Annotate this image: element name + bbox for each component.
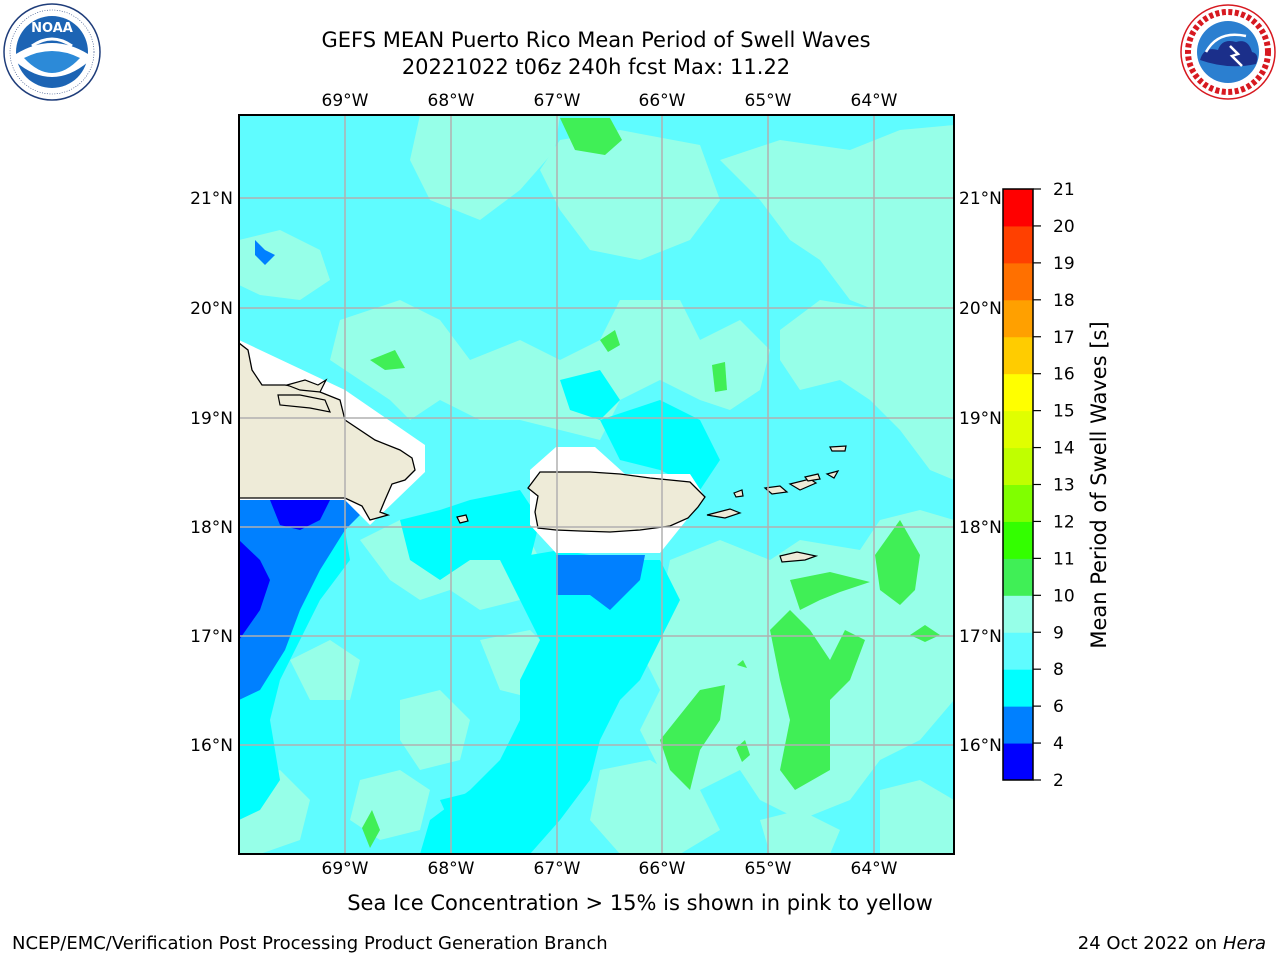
lon-label-bottom: 64°W bbox=[851, 859, 898, 879]
map-area[interactable] bbox=[239, 115, 954, 854]
lon-label-top: 65°W bbox=[745, 91, 792, 111]
generation-date: 24 Oct 2022 on Hera bbox=[1078, 933, 1266, 954]
colorbar bbox=[1003, 189, 1033, 781]
colorbar-tick-label: 20 bbox=[1053, 217, 1075, 237]
st-croix-island bbox=[779, 551, 819, 563]
lon-label-bottom: 68°W bbox=[428, 859, 475, 879]
colorbar-bin bbox=[1003, 669, 1033, 707]
lon-label-top: 69°W bbox=[322, 91, 369, 111]
noaa-logo-icon: NOAA bbox=[3, 3, 101, 101]
noaa-center-text: NOAA bbox=[31, 21, 73, 36]
colorbar-label: Mean Period of Swell Waves [s] bbox=[1087, 321, 1111, 648]
st-thomas-island bbox=[763, 485, 789, 495]
culebra-island bbox=[733, 489, 744, 498]
colorbar-bin bbox=[1003, 558, 1033, 596]
swell-2-4s-regions bbox=[239, 500, 330, 640]
colorbar-bin bbox=[1003, 743, 1033, 781]
colorbar-bin bbox=[1003, 262, 1033, 301]
colorbar-tick-label: 8 bbox=[1053, 660, 1064, 680]
graticule-grid bbox=[239, 115, 954, 854]
colorbar-bin bbox=[1003, 484, 1033, 522]
colorbar-tick-label: 10 bbox=[1053, 586, 1075, 606]
mona-island bbox=[456, 514, 469, 524]
colorbar-tick-label: 16 bbox=[1053, 365, 1075, 385]
colorbar-tick-label: 21 bbox=[1053, 180, 1075, 200]
colorbar-bin bbox=[1003, 225, 1033, 264]
lat-label-right: 20°N bbox=[959, 299, 1002, 319]
latitude-labels-left: 21°N 20°N 19°N 18°N 17°N 16°N bbox=[190, 189, 233, 756]
colorbar-tick-label: 6 bbox=[1053, 697, 1064, 717]
colorbar-bin bbox=[1003, 595, 1033, 633]
latitude-labels-right: 21°N 20°N 19°N 18°N 17°N 16°N bbox=[959, 189, 1002, 756]
colorbar-bin bbox=[1003, 336, 1033, 375]
lon-label-top: 64°W bbox=[851, 91, 898, 111]
colorbar-bin bbox=[1003, 447, 1033, 485]
colorbar-bin bbox=[1003, 410, 1033, 449]
sea-ice-note: Sea Ice Concentration > 15% is shown in … bbox=[347, 891, 933, 915]
lat-label-left: 20°N bbox=[190, 299, 233, 319]
colorbar-tick-label: 2 bbox=[1053, 771, 1064, 791]
tortuga-island bbox=[285, 378, 328, 393]
anegada-island bbox=[825, 470, 840, 479]
colorbar-tick-label: 12 bbox=[1053, 512, 1075, 532]
colorbar-tick-label: 15 bbox=[1053, 402, 1075, 422]
lat-label-right: 16°N bbox=[959, 736, 1002, 756]
tortola-island bbox=[788, 478, 818, 491]
colorbar-bin bbox=[1003, 632, 1033, 670]
longitude-labels-bottom: 69°W 68°W 67°W 66°W 65°W 64°W bbox=[322, 859, 898, 879]
lat-label-left: 17°N bbox=[190, 627, 233, 647]
colorbar-tick-label: 4 bbox=[1053, 734, 1064, 754]
puerto-rico-land bbox=[527, 471, 706, 533]
map-title: GEFS MEAN Puerto Rico Mean Period of Swe… bbox=[321, 28, 871, 52]
lon-label-bottom: 66°W bbox=[639, 859, 686, 879]
colorbar-bin bbox=[1003, 521, 1033, 559]
hispaniola-land bbox=[239, 342, 416, 521]
colorbar-tick-label: 14 bbox=[1053, 439, 1075, 459]
colorbar-bin bbox=[1003, 706, 1033, 744]
vieques-island bbox=[706, 508, 742, 519]
colorbar-bin bbox=[1003, 373, 1033, 412]
colorbar-bin bbox=[1003, 299, 1033, 338]
swell-4-6s-regions bbox=[239, 240, 645, 700]
colorbar-tick-label: 13 bbox=[1053, 476, 1075, 496]
colorbar-tick-label: 17 bbox=[1053, 328, 1075, 348]
lon-label-top: 68°W bbox=[428, 91, 475, 111]
branch-credit: NCEP/EMC/Verification Post Processing Pr… bbox=[12, 933, 608, 954]
map-frame bbox=[238, 114, 955, 855]
colorbar-tick-label: 11 bbox=[1053, 549, 1075, 569]
sombrero-island bbox=[829, 445, 847, 452]
colorbar-ticks: 2 4 6 8 9 10 11 12 13 14 15 16 17 18 19 20 21 bbox=[1033, 180, 1075, 791]
longitude-labels-top: 69°W 68°W 67°W 66°W 65°W 64°W bbox=[322, 91, 898, 111]
colorbar-bin bbox=[1003, 189, 1033, 227]
lat-label-left: 19°N bbox=[190, 409, 233, 429]
lat-label-right: 18°N bbox=[959, 518, 1002, 538]
lat-label-right: 19°N bbox=[959, 409, 1002, 429]
colorbar-tick-label: 19 bbox=[1053, 254, 1075, 274]
hispaniola-north-inlet bbox=[277, 394, 331, 413]
map-subtitle: 20221022 t06z 240h fcst Max: 11.22 bbox=[401, 55, 791, 79]
lat-label-right: 21°N bbox=[959, 189, 1002, 209]
date-text: 24 Oct 2022 on bbox=[1077, 933, 1223, 954]
lon-label-bottom: 67°W bbox=[534, 859, 581, 879]
nws-logo-icon bbox=[1180, 4, 1276, 100]
colorbar-tick-label: 9 bbox=[1053, 623, 1064, 643]
lon-label-top: 67°W bbox=[534, 91, 581, 111]
lon-label-bottom: 69°W bbox=[322, 859, 369, 879]
colorbar-tick-label: 18 bbox=[1053, 291, 1075, 311]
lat-label-left: 21°N bbox=[190, 189, 233, 209]
host-name: Hera bbox=[1222, 933, 1266, 954]
lat-label-right: 17°N bbox=[959, 627, 1002, 647]
lat-label-left: 18°N bbox=[190, 518, 233, 538]
lat-label-left: 16°N bbox=[190, 736, 233, 756]
lon-label-top: 66°W bbox=[639, 91, 686, 111]
lon-label-bottom: 65°W bbox=[745, 859, 792, 879]
virgin-gorda-island bbox=[803, 473, 821, 482]
